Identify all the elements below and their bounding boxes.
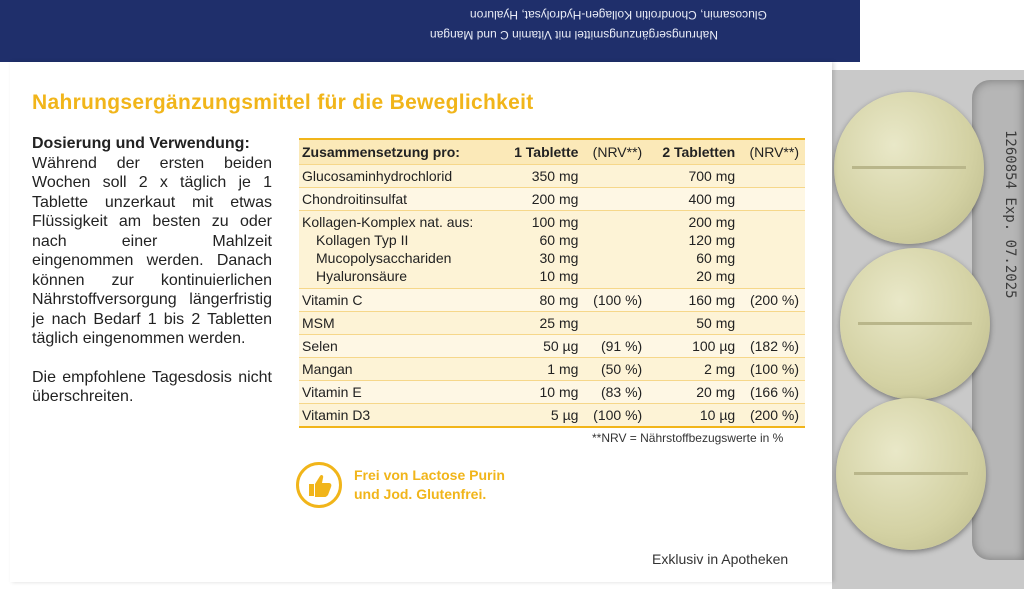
table-row: MSM 25 mg 50 mg xyxy=(299,311,805,335)
dosage-section: Dosierung und Verwendung: Während der er… xyxy=(32,134,272,407)
header-nrv1: (NRV**) xyxy=(581,139,649,165)
amount-two: 2 mg xyxy=(648,357,739,381)
amount-two: 100 µg xyxy=(648,334,739,358)
amount-one: 50 µg xyxy=(501,334,582,358)
nrv-two xyxy=(738,311,805,335)
amount-two: 700 mg xyxy=(648,164,739,188)
nrv-one xyxy=(581,164,649,188)
amount-one: 100 mg 60 mg 30 mg 10 mg xyxy=(501,210,582,289)
table-row: Selen 50 µg (91 %) 100 µg (182 %) xyxy=(299,334,805,358)
amount-one: 25 mg xyxy=(501,311,582,335)
table-row: Kollagen-Komplex nat. aus: Kollagen Typ … xyxy=(299,210,805,289)
hyaluronic-acid-label: Hyaluronsäure xyxy=(316,268,408,284)
dosage-warning: Die empfohlene Tagesdosis nicht überschr… xyxy=(32,368,272,406)
tablet-3 xyxy=(836,398,986,550)
nrv-two: (100 %) xyxy=(738,357,805,381)
ingredient-name: Selen xyxy=(299,334,502,358)
table-row: Vitamin E 10 mg (83 %) 20 mg (166 %) xyxy=(299,380,805,404)
nrv-two: (166 %) xyxy=(738,380,805,404)
table-row: Chondroitinsulfat 200 mg 400 mg xyxy=(299,187,805,211)
ingredient-name: MSM xyxy=(299,311,502,335)
nrv-two xyxy=(738,164,805,188)
nrv-two: (182 %) xyxy=(738,334,805,358)
nrv-two: (200 %) xyxy=(738,288,805,312)
collagen-type-ii-label: Kollagen Typ II xyxy=(316,232,409,248)
table-row: Mangan 1 mg (50 %) 2 mg (100 %) xyxy=(299,357,805,381)
amount-one: 5 µg xyxy=(501,403,582,427)
nrv-one: (100 %) xyxy=(581,403,649,427)
amount-value: 120 mg xyxy=(688,232,736,248)
amount-two: 400 mg xyxy=(648,187,739,211)
flap-text-line1: Glucosamin, Chondroitin Kollagen-Hydroly… xyxy=(470,8,767,22)
header-two-tablets: 2 Tabletten xyxy=(648,139,739,165)
amount-value: 100 mg xyxy=(531,214,579,230)
ingredient-name: Glucosaminhydrochlorid xyxy=(299,164,502,188)
table-row: Vitamin D3 5 µg (100 %) 10 µg (200 %) xyxy=(299,403,805,427)
amount-value: 30 mg xyxy=(539,250,579,266)
table-header-row: Zusammensetzung pro: 1 Tablette (NRV**) … xyxy=(299,139,805,165)
nrv-one: (91 %) xyxy=(581,334,649,358)
free-from-line2: und Jod. Glutenfrei. xyxy=(354,486,487,502)
dosage-heading: Dosierung und Verwendung: xyxy=(32,135,250,152)
ingredient-name: Vitamin C xyxy=(299,288,502,312)
table-row: Vitamin C 80 mg (100 %) 160 mg (200 %) xyxy=(299,288,805,312)
header-nrv2: (NRV**) xyxy=(738,139,805,165)
amount-one: 80 mg xyxy=(501,288,582,312)
ingredient-name: Vitamin E xyxy=(299,380,502,404)
amount-one: 350 mg xyxy=(501,164,582,188)
dosage-text: Während der ersten beiden Wochen soll 2 … xyxy=(32,154,272,348)
nrv-two xyxy=(738,187,805,211)
nrv-two: (200 %) xyxy=(738,403,805,427)
header-one-tablet: 1 Tablette xyxy=(501,139,582,165)
amount-value: 60 mg xyxy=(696,250,736,266)
collagen-complex-label: Kollagen-Komplex nat. aus: xyxy=(302,214,474,230)
nrv-one xyxy=(581,311,649,335)
table-row: Glucosaminhydrochlorid 350 mg 700 mg xyxy=(299,164,805,188)
thumbs-up-icon xyxy=(296,462,342,508)
ingredient-name: Mangan xyxy=(299,357,502,381)
nrv-one xyxy=(581,210,649,289)
amount-value: 200 mg xyxy=(688,214,736,230)
amount-value: 20 mg xyxy=(696,268,736,284)
amount-value: 10 mg xyxy=(539,268,579,284)
amount-one: 200 mg xyxy=(501,187,582,211)
pharmacy-exclusive-label: Exklusiv in Apotheken xyxy=(652,551,789,567)
mucopolysaccharide-label: Mucopolysacchariden xyxy=(316,250,452,266)
amount-two: 160 mg xyxy=(648,288,739,312)
amount-two: 10 µg xyxy=(648,403,739,427)
free-from-label: Frei von Lactose Purin und Jod. Glutenfr… xyxy=(354,466,505,504)
amount-two: 200 mg 120 mg 60 mg 20 mg xyxy=(648,210,739,289)
box-top-flap: Glucosamin, Chondroitin Kollagen-Hydroly… xyxy=(0,0,860,62)
ingredient-name: Chondroitinsulfat xyxy=(299,187,502,211)
nrv-footnote: **NRV = Nährstoffbezugswerte in % xyxy=(592,431,784,445)
nrv-one xyxy=(581,187,649,211)
blister-print: 1260854 Exp. 07.2025 xyxy=(1002,130,1018,299)
amount-two: 50 mg xyxy=(648,311,739,335)
nrv-one: (100 %) xyxy=(581,288,649,312)
amount-value: 60 mg xyxy=(539,232,579,248)
composition-table: Zusammensetzung pro: 1 Tablette (NRV**) … xyxy=(299,138,805,428)
nrv-one: (50 %) xyxy=(581,357,649,381)
product-purpose-title: Nahrungsergänzungsmittel für die Bewegli… xyxy=(32,91,534,114)
amount-one: 1 mg xyxy=(501,357,582,381)
amount-one: 10 mg xyxy=(501,380,582,404)
tablet-2 xyxy=(840,248,990,400)
ingredient-name: Vitamin D3 xyxy=(299,403,502,427)
amount-two: 20 mg xyxy=(648,380,739,404)
header-composition: Zusammensetzung pro: xyxy=(299,139,502,165)
free-from-line1: Frei von Lactose Purin xyxy=(354,467,505,483)
tablet-1 xyxy=(834,92,984,244)
flap-text-line2: Nahrungsergänzungsmittel mit Vitamin C u… xyxy=(430,28,718,42)
ingredient-name: Kollagen-Komplex nat. aus: Kollagen Typ … xyxy=(299,210,502,289)
nrv-two xyxy=(738,210,805,289)
nrv-one: (83 %) xyxy=(581,380,649,404)
